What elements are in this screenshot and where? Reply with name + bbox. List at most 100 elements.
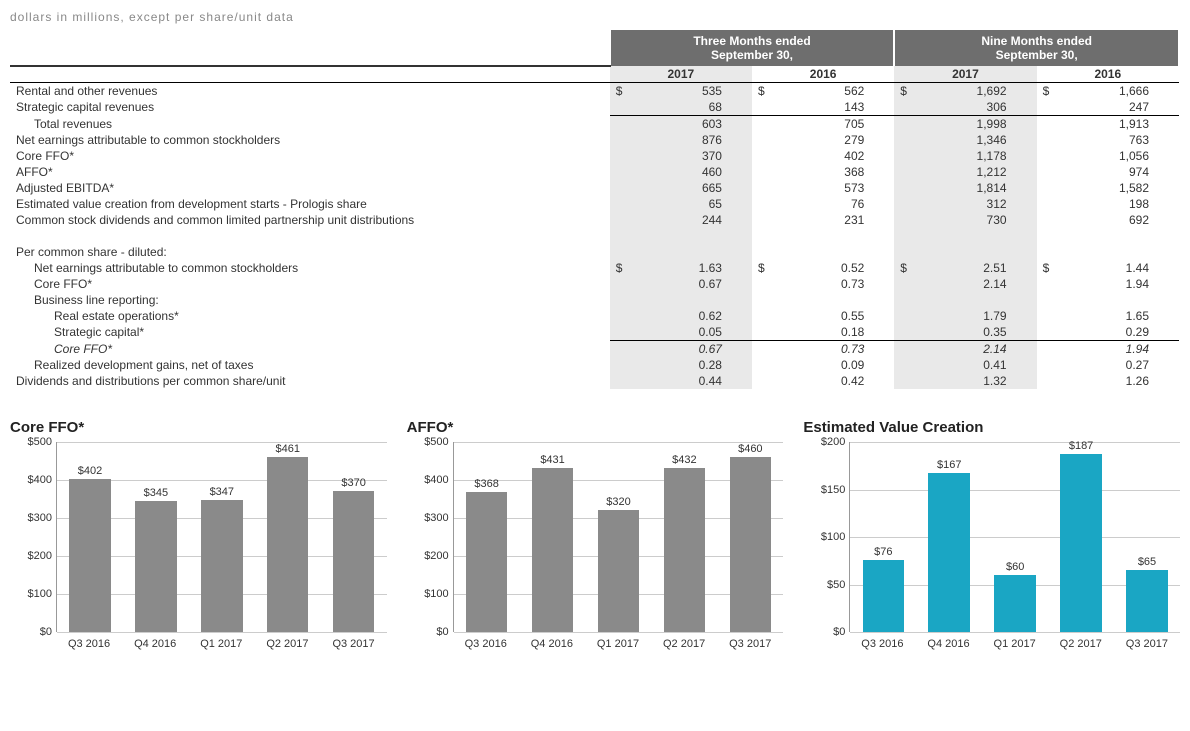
currency-symbol: $ <box>894 260 924 276</box>
financial-table: Three Months ended September 30, Nine Mo… <box>10 30 1180 389</box>
currency-symbol <box>610 341 640 358</box>
cell-value: 0.62 <box>640 308 752 324</box>
x-tick-label: Q3 2016 <box>853 638 913 650</box>
cell-value: 876 <box>640 132 752 148</box>
x-tick-label: Q4 2016 <box>522 638 582 650</box>
row-label: AFFO* <box>10 164 610 180</box>
row-label: Net earnings attributable to common stoc… <box>10 132 610 148</box>
cell-value: 2.14 <box>925 276 1037 292</box>
cell-value: 1.94 <box>1067 276 1179 292</box>
bar: $65 <box>1117 556 1176 632</box>
table-row: Per common share - diluted: <box>10 244 1179 260</box>
currency-symbol <box>894 276 924 292</box>
cell-value: 1,346 <box>925 132 1037 148</box>
bar-value-label: $345 <box>144 487 168 499</box>
cell-value: 1,692 <box>925 83 1037 100</box>
table-caption: dollars in millions, except per share/un… <box>10 10 1180 24</box>
bar: $460 <box>721 443 780 632</box>
currency-symbol <box>752 180 782 196</box>
table-row: Net earnings attributable to common stoc… <box>10 260 1179 276</box>
cell-value <box>1067 292 1179 308</box>
currency-symbol: $ <box>894 83 924 100</box>
y-tick-label: $100 <box>805 531 845 543</box>
currency-symbol <box>610 116 640 133</box>
bar: $431 <box>523 454 582 632</box>
bar-value-label: $347 <box>210 486 234 498</box>
y-tick-label: $0 <box>12 626 52 638</box>
chart-title: Core FFO* <box>10 419 387 436</box>
cell-value: 705 <box>782 116 894 133</box>
currency-symbol <box>752 244 782 260</box>
cell-value: 244 <box>640 212 752 228</box>
currency-symbol <box>894 180 924 196</box>
table-row: Real estate operations*0.620.551.791.65 <box>10 308 1179 324</box>
cell-value: 1,056 <box>1067 148 1179 164</box>
bar: $187 <box>1051 440 1110 632</box>
y-tick-label: $300 <box>409 512 449 524</box>
currency-symbol <box>1037 341 1067 358</box>
y-tick-label: $150 <box>805 484 845 496</box>
cell-value: 1.32 <box>925 373 1037 389</box>
table-row: Core FFO*0.670.732.141.94 <box>10 341 1179 358</box>
currency-symbol <box>1037 132 1067 148</box>
cell-value: 573 <box>782 180 894 196</box>
cell-value: 76 <box>782 196 894 212</box>
table-row: Total revenues6037051,9981,913 <box>10 116 1179 133</box>
chart: Estimated Value Creation$0$50$100$150$20… <box>803 419 1180 650</box>
table-row: Strategic capital revenues68143306247 <box>10 99 1179 116</box>
currency-symbol <box>1037 276 1067 292</box>
cell-value: 1,666 <box>1067 83 1179 100</box>
y-tick-label: $0 <box>805 626 845 638</box>
x-tick-label: Q3 2016 <box>456 638 516 650</box>
cell-value: 1,178 <box>925 148 1037 164</box>
cell-value: 1.65 <box>1067 308 1179 324</box>
currency-symbol <box>610 132 640 148</box>
chart-area: $0$100$200$300$400$500$368$431$320$432$4… <box>453 442 784 632</box>
cell-value: 402 <box>782 148 894 164</box>
cell-value: 0.09 <box>782 357 894 373</box>
cell-value: 370 <box>640 148 752 164</box>
cell-value: 0.52 <box>782 260 894 276</box>
table-header: Three Months ended September 30, Nine Mo… <box>10 30 1179 83</box>
chart-area: $0$100$200$300$400$500$402$345$347$461$3… <box>56 442 387 632</box>
bar: $345 <box>126 487 185 632</box>
bar-value-label: $187 <box>1069 440 1093 452</box>
row-label: Common stock dividends and common limite… <box>10 212 610 228</box>
currency-symbol <box>894 148 924 164</box>
cell-value: 0.55 <box>782 308 894 324</box>
cell-value: 535 <box>640 83 752 100</box>
currency-symbol <box>894 292 924 308</box>
currency-symbol <box>752 164 782 180</box>
year-header: 2016 <box>752 66 894 83</box>
y-tick-label: $300 <box>12 512 52 524</box>
currency-symbol <box>610 164 640 180</box>
x-tick-label: Q3 2017 <box>720 638 780 650</box>
cell-value: 1.63 <box>640 260 752 276</box>
cell-value: 562 <box>782 83 894 100</box>
x-tick-label: Q1 2017 <box>192 638 252 650</box>
bar-value-label: $320 <box>606 496 630 508</box>
y-tick-label: $0 <box>409 626 449 638</box>
y-tick-label: $200 <box>12 550 52 562</box>
bar-value-label: $460 <box>738 443 762 455</box>
y-tick-label: $500 <box>12 436 52 448</box>
year-header: 2016 <box>1037 66 1179 83</box>
cell-value <box>782 244 894 260</box>
currency-symbol <box>610 148 640 164</box>
bar: $461 <box>258 443 317 632</box>
cell-value: 1,998 <box>925 116 1037 133</box>
currency-symbol <box>894 99 924 116</box>
bar: $432 <box>655 454 714 632</box>
cell-value <box>640 244 752 260</box>
currency-symbol <box>894 357 924 373</box>
currency-symbol <box>1037 357 1067 373</box>
year-header: 2017 <box>894 66 1036 83</box>
currency-symbol <box>752 292 782 308</box>
cell-value: 0.05 <box>640 324 752 341</box>
row-label: Dividends and distributions per common s… <box>10 373 610 389</box>
currency-symbol <box>894 212 924 228</box>
bar-value-label: $76 <box>874 546 892 558</box>
cell-value: 974 <box>1067 164 1179 180</box>
currency-symbol: $ <box>1037 260 1067 276</box>
cell-value: 247 <box>1067 99 1179 116</box>
